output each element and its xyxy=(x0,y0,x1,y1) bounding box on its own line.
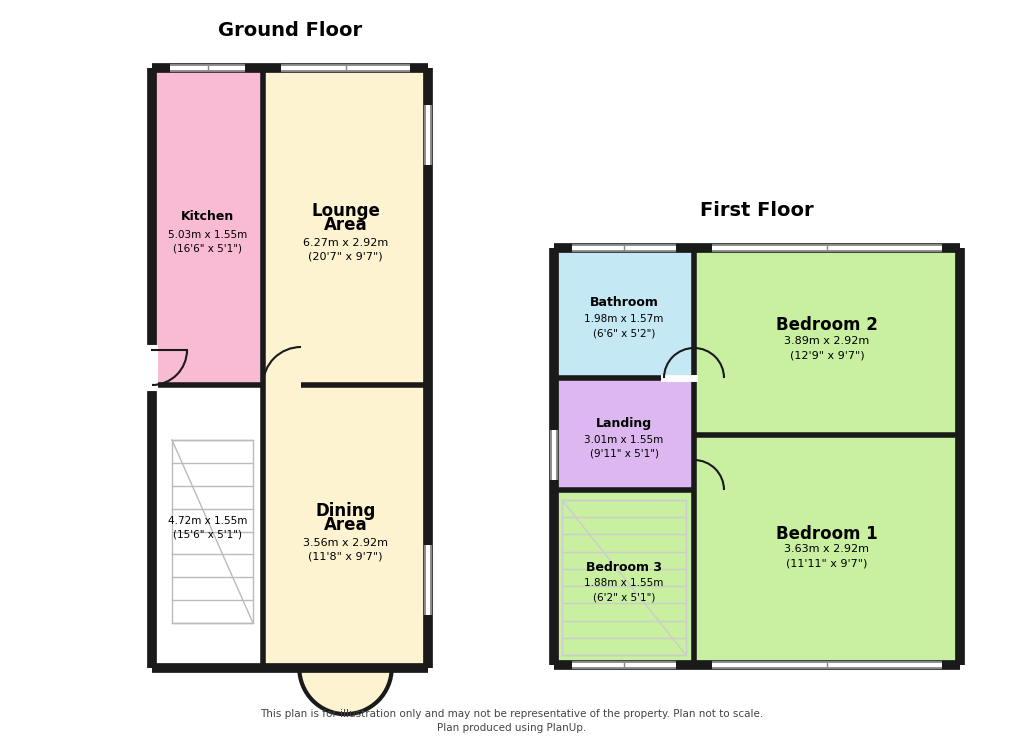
Text: Kitchen: Kitchen xyxy=(181,210,234,223)
Bar xyxy=(263,385,428,668)
Text: (16'6" x 5'1"): (16'6" x 5'1") xyxy=(173,243,242,254)
Text: (11'8" x 9'7"): (11'8" x 9'7") xyxy=(308,551,383,562)
Text: 3.01m x 1.55m: 3.01m x 1.55m xyxy=(585,435,664,445)
Text: (20'7" x 9'7"): (20'7" x 9'7") xyxy=(308,251,383,261)
Text: Bathroom: Bathroom xyxy=(590,297,658,310)
Text: Ground Floor: Ground Floor xyxy=(218,21,362,39)
Text: Dining: Dining xyxy=(315,501,376,519)
Text: This plan is for illustration only and may not be representative of the property: This plan is for illustration only and m… xyxy=(260,709,764,719)
Text: 6.27m x 2.92m: 6.27m x 2.92m xyxy=(303,237,388,248)
Text: (9'11" x 5'1"): (9'11" x 5'1") xyxy=(590,449,658,459)
Text: First Floor: First Floor xyxy=(700,200,814,219)
Bar xyxy=(152,385,263,668)
Bar xyxy=(694,435,961,665)
Text: 3.56m x 2.92m: 3.56m x 2.92m xyxy=(303,537,388,548)
Bar xyxy=(694,248,961,435)
Bar xyxy=(554,490,694,665)
Text: 5.03m x 1.55m: 5.03m x 1.55m xyxy=(168,229,247,240)
Text: Area: Area xyxy=(324,516,368,534)
Text: Area: Area xyxy=(324,217,368,234)
Text: (15'6" x 5'1"): (15'6" x 5'1") xyxy=(173,530,242,539)
Text: 3.63m x 2.92m: 3.63m x 2.92m xyxy=(784,544,869,554)
Wedge shape xyxy=(299,668,392,714)
Text: 3.89m x 2.92m: 3.89m x 2.92m xyxy=(784,336,869,345)
Text: 4.72m x 1.55m: 4.72m x 1.55m xyxy=(168,516,247,525)
Text: 1.98m x 1.57m: 1.98m x 1.57m xyxy=(585,314,664,324)
Text: Landing: Landing xyxy=(596,417,652,431)
Text: Plan produced using PlanUp.: Plan produced using PlanUp. xyxy=(437,723,587,733)
Text: Bedroom 1: Bedroom 1 xyxy=(776,525,878,543)
Text: (12'9" x 9'7"): (12'9" x 9'7") xyxy=(790,350,864,361)
Bar xyxy=(263,68,428,385)
Bar xyxy=(554,378,694,490)
Text: Bedroom 2: Bedroom 2 xyxy=(776,316,878,335)
Text: Lounge: Lounge xyxy=(311,202,380,219)
Text: (6'2" x 5'1"): (6'2" x 5'1") xyxy=(593,592,655,603)
Text: (6'6" x 5'2"): (6'6" x 5'2") xyxy=(593,328,655,338)
Text: 1.88m x 1.55m: 1.88m x 1.55m xyxy=(585,579,664,589)
Text: (11'11" x 9'7"): (11'11" x 9'7") xyxy=(786,559,867,569)
Text: Bedroom 3: Bedroom 3 xyxy=(586,561,662,574)
Bar xyxy=(152,68,263,385)
Bar xyxy=(554,248,694,378)
